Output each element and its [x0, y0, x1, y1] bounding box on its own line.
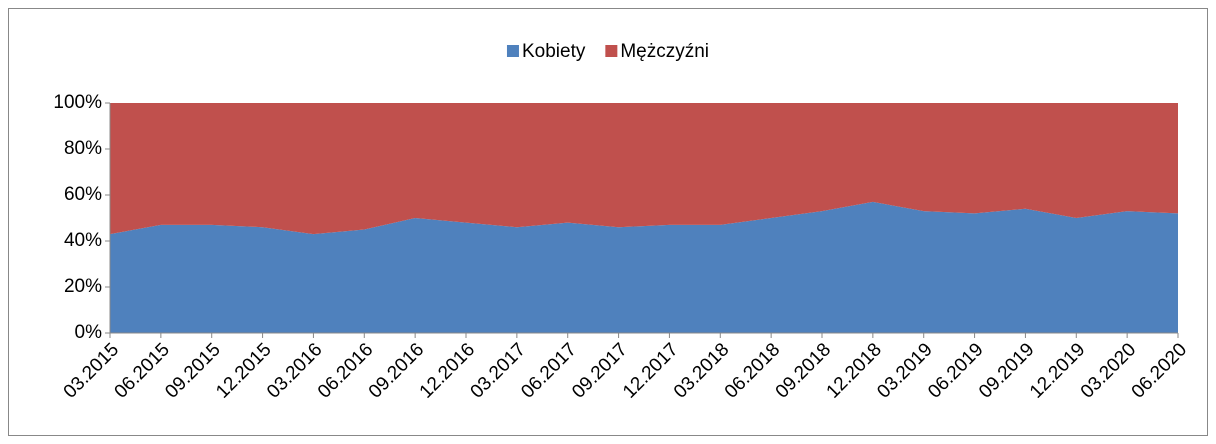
y-tick-label: 100% — [53, 92, 102, 113]
legend-swatch — [605, 45, 618, 57]
area — [110, 103, 1178, 235]
area — [110, 201, 1178, 333]
legend-label: Kobiety — [522, 41, 586, 62]
y-tick-label: 20% — [64, 276, 102, 297]
y-tick-label: 80% — [64, 138, 102, 159]
legend-label: Mężczyźni — [620, 41, 709, 62]
y-tick-label: 0% — [75, 322, 103, 343]
legend: Kobiety Mężczyźni — [506, 41, 709, 62]
y-tick-label: 60% — [64, 184, 102, 205]
y-tick-label: 40% — [64, 230, 102, 251]
legend-swatch — [506, 45, 519, 57]
